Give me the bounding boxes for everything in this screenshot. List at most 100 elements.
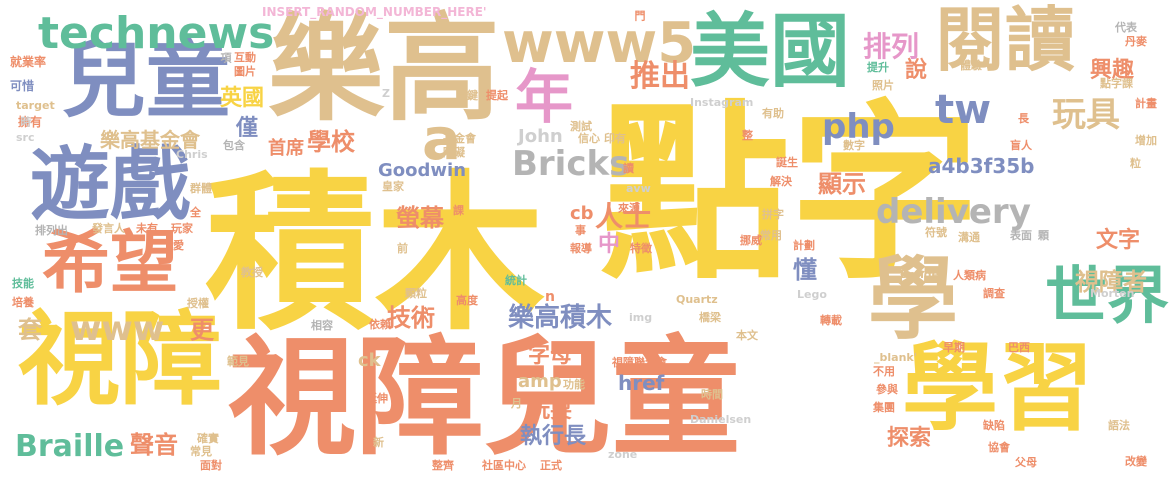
cloud-word: 前 bbox=[397, 242, 408, 255]
cloud-word: 可惜 bbox=[10, 79, 35, 93]
cloud-word: 確實 bbox=[197, 432, 219, 445]
cloud-word: a4b3f35b bbox=[928, 154, 1035, 178]
cloud-word: 計畫 bbox=[1135, 97, 1157, 110]
cloud-word: 集團 bbox=[873, 401, 895, 414]
cloud-word: Instagram bbox=[690, 96, 754, 109]
cloud-word: ck bbox=[358, 350, 381, 371]
cloud-word: 缺陷 bbox=[983, 419, 1005, 432]
cloud-word: 本文 bbox=[736, 329, 758, 342]
cloud-word: 提起 bbox=[486, 89, 508, 102]
cloud-word: 特徵 bbox=[630, 242, 652, 255]
cloud-word: 玩家 bbox=[171, 222, 193, 235]
cloud-word: Chris bbox=[176, 148, 208, 161]
cloud-word: 來源 bbox=[618, 202, 640, 215]
cloud-word: 數字 bbox=[843, 139, 865, 152]
cloud-word: Danielsen bbox=[690, 413, 752, 426]
cloud-word: 協會 bbox=[988, 441, 1010, 454]
cloud-word: 社區中心 bbox=[482, 459, 526, 472]
cloud-word: delivery bbox=[876, 192, 1031, 232]
cloud-word: zone bbox=[608, 448, 638, 461]
cloud-word: Morten bbox=[1090, 287, 1135, 300]
cloud-word: 推出 bbox=[630, 59, 690, 94]
cloud-word: 人類病 bbox=[953, 269, 986, 282]
cloud-word: 項 bbox=[219, 52, 232, 63]
cloud-word: Bonde bbox=[900, 268, 940, 281]
cloud-word: 玩耍 bbox=[528, 398, 573, 423]
cloud-word: 文字 bbox=[1096, 228, 1141, 253]
cloud-word: 面對 bbox=[200, 459, 222, 472]
cloud-word: 信心 bbox=[578, 132, 600, 145]
cloud-word: 排列出 bbox=[35, 224, 68, 237]
cloud-word: Quartz bbox=[676, 293, 718, 306]
cloud-word: 學 bbox=[868, 247, 958, 352]
cloud-word: 希望 bbox=[42, 224, 179, 303]
cloud-word: 套 bbox=[18, 316, 42, 344]
cloud-word: 樂高基金會 bbox=[100, 128, 200, 152]
cloud-word: 點字課 bbox=[1100, 77, 1133, 90]
cloud-word: 父母 bbox=[1015, 456, 1037, 469]
cloud-word: 參與 bbox=[876, 383, 898, 396]
cloud-word: 增加 bbox=[1135, 134, 1157, 147]
cloud-word: img bbox=[629, 311, 653, 324]
cloud-word: 顆 bbox=[1038, 229, 1049, 242]
cloud-word: 授權 bbox=[187, 297, 209, 310]
cloud-word: a bbox=[422, 105, 462, 173]
cloud-word: 報導 bbox=[570, 242, 592, 255]
cloud-word: Z bbox=[382, 87, 390, 100]
cloud-word: 符號 bbox=[925, 226, 947, 239]
cloud-word: 視障聯合會 bbox=[612, 356, 667, 369]
cloud-word: 玩具 bbox=[1052, 95, 1120, 135]
cloud-word: John bbox=[518, 126, 563, 147]
cloud-word: 技術 bbox=[387, 304, 435, 332]
cloud-word: tw bbox=[935, 87, 992, 133]
cloud-word: 世界 bbox=[1045, 259, 1170, 332]
cloud-word: 解決 bbox=[770, 175, 792, 188]
cloud-word: 僅 bbox=[236, 116, 259, 141]
cloud-word: 視障 bbox=[18, 301, 222, 420]
cloud-word: 轉載 bbox=[820, 314, 842, 327]
cloud-word: 依賴 bbox=[369, 318, 391, 331]
cloud-word: cb bbox=[570, 203, 594, 224]
cloud-word: 基金會 bbox=[443, 132, 476, 145]
cloud-word: 課 bbox=[453, 204, 464, 217]
cloud-word: 中 bbox=[598, 232, 621, 257]
cloud-word: 代表 bbox=[1115, 21, 1137, 34]
cloud-word: 障礙 bbox=[443, 146, 465, 159]
cloud-word: 聲音 bbox=[130, 431, 178, 459]
cloud-word: 點字 bbox=[600, 84, 981, 305]
cloud-word: 顯示 bbox=[818, 170, 866, 198]
cloud-word: INSERT_RANDOM_NUMBER_HERE' bbox=[262, 5, 487, 19]
cloud-word: 相容 bbox=[311, 319, 333, 332]
cloud-word: 技能 bbox=[12, 277, 34, 290]
cloud-word: 調查 bbox=[983, 287, 1005, 300]
cloud-word: 丹麥 bbox=[1125, 35, 1147, 48]
cloud-word: 測試 bbox=[570, 120, 592, 133]
cloud-word: 整齊 bbox=[432, 459, 454, 472]
cloud-word: 事 bbox=[575, 224, 586, 237]
cloud-word: target bbox=[16, 99, 55, 112]
cloud-word: 樂高積木 bbox=[508, 303, 613, 333]
cloud-word: 計劃 bbox=[793, 239, 815, 252]
cloud-word: 時間 bbox=[701, 388, 723, 401]
cloud-word: 培養 bbox=[12, 296, 34, 309]
cloud-word: 包含 bbox=[223, 139, 245, 152]
cloud-word: 常見 bbox=[190, 445, 212, 458]
cloud-word: 懂 bbox=[793, 256, 817, 284]
cloud-word: 改變 bbox=[1125, 455, 1147, 468]
cloud-word: 巴西 bbox=[1008, 341, 1030, 354]
cloud-word: Braille bbox=[15, 429, 125, 464]
cloud-word: 視障者 bbox=[1075, 268, 1147, 296]
cloud-word: 印有 bbox=[604, 132, 626, 145]
cloud-word: 常用 bbox=[760, 229, 782, 242]
cloud-word: 樂高 bbox=[268, 2, 500, 137]
cloud-word: 美國 bbox=[690, 5, 850, 98]
cloud-word: 溝通 bbox=[958, 231, 980, 244]
cloud-word: 月 bbox=[511, 397, 522, 410]
cloud-word: avw bbox=[626, 182, 651, 195]
cloud-word: 誕生 bbox=[776, 156, 798, 169]
cloud-word: 未有 bbox=[136, 222, 158, 235]
cloud-word: 全 bbox=[190, 206, 201, 219]
cloud-word: Goodwin bbox=[378, 160, 467, 181]
cloud-word: 互動 bbox=[234, 51, 256, 64]
